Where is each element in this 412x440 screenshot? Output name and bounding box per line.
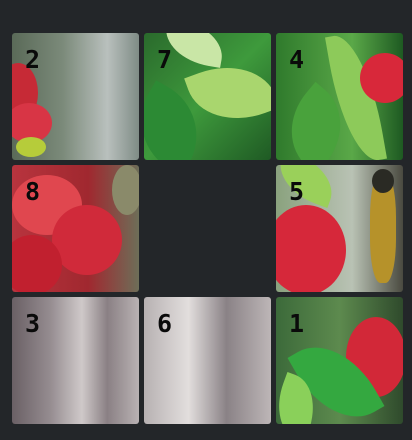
tile-number: 2: [25, 45, 41, 74]
tile-number: 6: [157, 309, 173, 338]
tile-number: 5: [289, 177, 305, 206]
puzzle-tile-3[interactable]: 3: [12, 297, 139, 424]
puzzle-tile-5[interactable]: 5: [276, 165, 403, 292]
puzzle-tile-2[interactable]: 2: [12, 33, 139, 160]
puzzle-tile-4[interactable]: 4: [276, 33, 403, 160]
tile-number: 7: [157, 45, 173, 74]
tile-number: 4: [289, 45, 305, 74]
tile-number: 1: [289, 309, 305, 338]
puzzle-tile-8[interactable]: 8: [12, 165, 139, 292]
tile-number: 3: [25, 309, 41, 338]
tile-number: 8: [25, 177, 41, 206]
puzzle-tile-7[interactable]: 7: [144, 33, 271, 160]
puzzle-board: 2 7 4 8 5 3 6 1: [12, 33, 404, 425]
puzzle-tile-1[interactable]: 1: [276, 297, 403, 424]
puzzle-tile-6[interactable]: 6: [144, 297, 271, 424]
empty-slot: [144, 165, 271, 292]
